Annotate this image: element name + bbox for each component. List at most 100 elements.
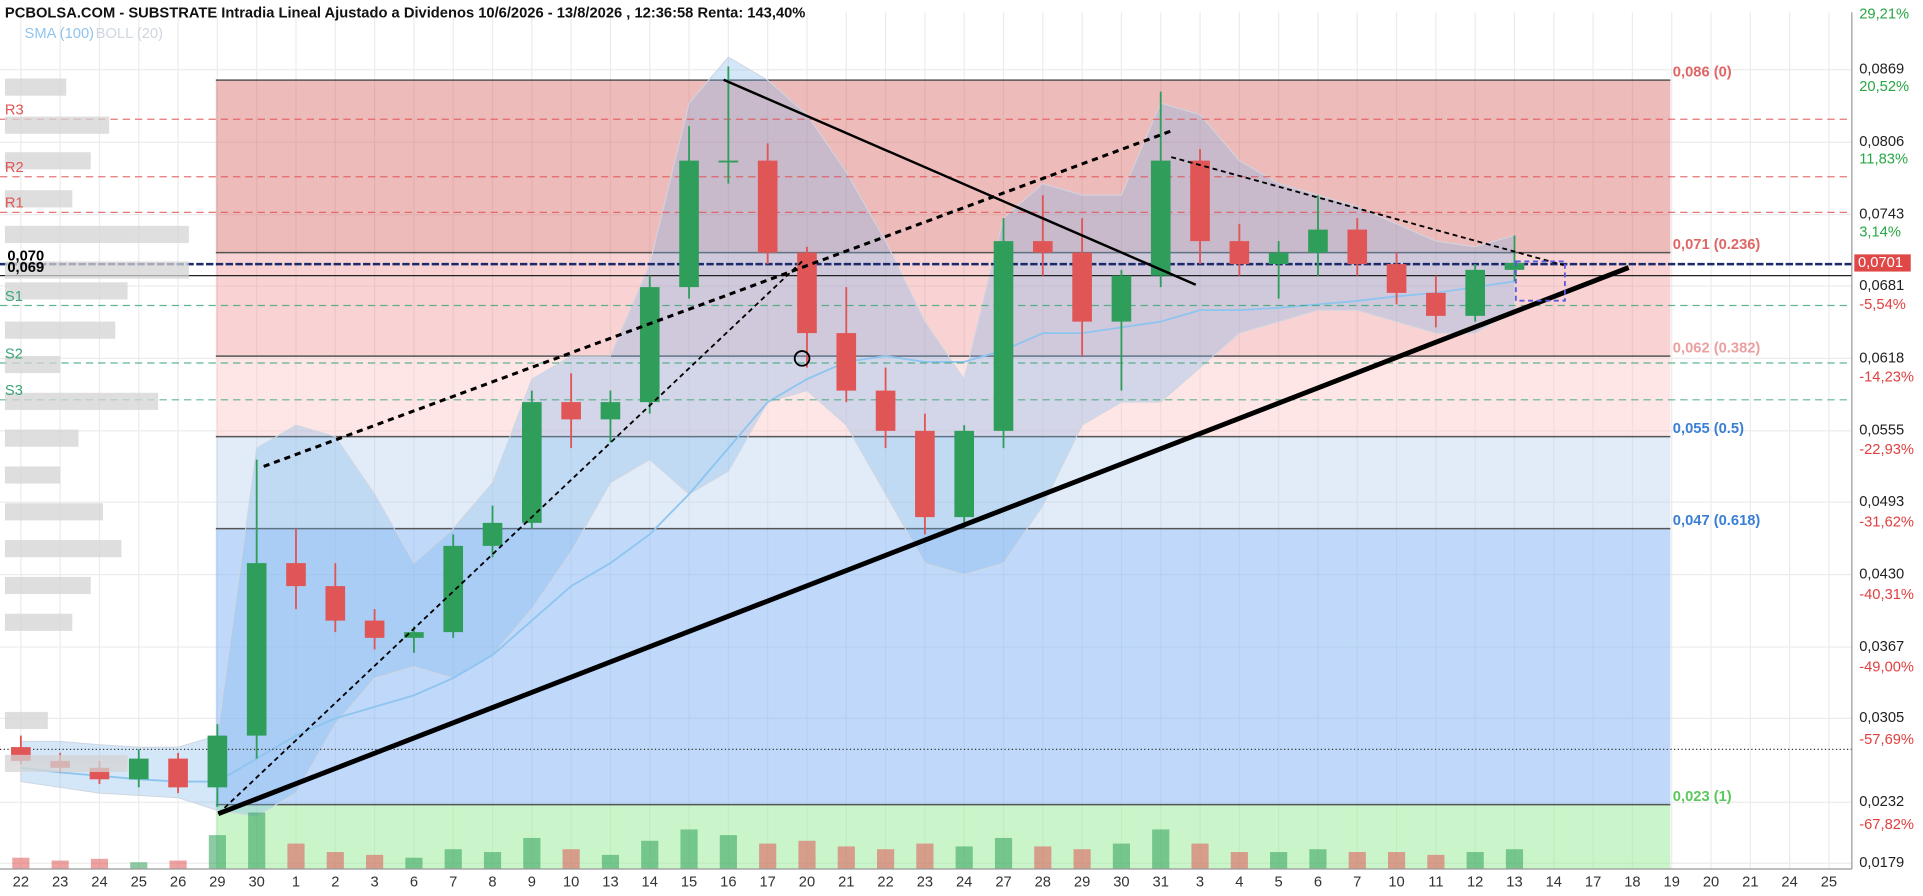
volume-bar	[1270, 852, 1288, 869]
y-tick-label: 0,0367	[1859, 639, 1904, 655]
resistance-trendline	[723, 78, 1197, 286]
x-tick-label: 17	[759, 874, 775, 890]
candle-body	[561, 402, 581, 420]
x-tick-label: 24	[956, 874, 972, 890]
volume-bar	[601, 854, 620, 869]
y2-tick-label: -5,54%	[1859, 297, 1906, 313]
price-line-label: 0,070	[7, 249, 44, 265]
volume-bar	[1112, 843, 1131, 869]
x-tick-label: 11	[1428, 874, 1443, 890]
volume-bar	[326, 852, 344, 869]
pivot-label: R3	[5, 103, 24, 119]
candle-body	[1190, 160, 1210, 242]
y-tick-label: 0,0681	[1859, 278, 1904, 294]
target-box	[1514, 260, 1566, 302]
volume-bar	[680, 829, 698, 869]
last-price-tag	[1854, 254, 1911, 272]
candle-body	[246, 563, 267, 736]
volume-bar	[366, 854, 384, 869]
y-tick-label: 0,0493	[1859, 494, 1904, 510]
candle-body	[1268, 252, 1289, 265]
volume-bar	[1387, 852, 1406, 869]
volume-bar	[1034, 846, 1052, 869]
price-line-label: 0,069	[7, 260, 44, 276]
last-price-label: 0,0701	[1858, 255, 1903, 271]
x-tick-label: 5	[1275, 874, 1283, 890]
volume-bar	[837, 846, 855, 869]
volume-bar	[1466, 852, 1484, 869]
x-tick-label: 18	[1624, 874, 1640, 890]
y-tick-label: 0,0618	[1859, 350, 1904, 366]
volume-bar	[955, 846, 973, 869]
x-tick-label: 14	[642, 874, 658, 890]
volume-bar	[287, 843, 305, 869]
candle-body	[797, 252, 817, 334]
legend-entry: SMA (100)	[25, 26, 95, 42]
x-tick-label: 17	[1585, 874, 1601, 890]
fib-label: 0,086 (0)	[1673, 65, 1732, 81]
fib-zone	[215, 80, 1671, 253]
pivot-label: S2	[5, 346, 23, 362]
volume-bar	[1505, 849, 1524, 869]
x-tick-label: 6	[410, 874, 418, 890]
x-tick-label: 7	[449, 874, 457, 890]
y-tick-label: 0,0179	[1859, 855, 1904, 871]
candle-body	[1150, 160, 1171, 276]
candle-body	[915, 430, 935, 518]
x-tick-label: 27	[995, 874, 1011, 890]
x-tick-label: 25	[1821, 874, 1837, 890]
x-tick-label: 3	[1196, 874, 1204, 890]
candle-body	[679, 160, 699, 288]
legend-entry: BOLL (20)	[96, 26, 163, 42]
x-tick-label: 21	[838, 874, 854, 890]
x-tick-label: 20	[1703, 874, 1719, 890]
candle-body	[1308, 229, 1328, 253]
x-tick-label: 13	[602, 874, 618, 890]
candle-body	[1465, 269, 1485, 316]
volume-bar	[719, 835, 737, 869]
candle-body	[286, 563, 306, 587]
x-tick-label: 29	[1074, 874, 1090, 890]
x-tick-label: 8	[488, 874, 496, 890]
candle-body	[600, 402, 621, 420]
volume-bar	[916, 843, 934, 869]
candle-body	[993, 241, 1014, 431]
x-tick-label: 20	[799, 874, 815, 890]
candle-body	[1229, 241, 1250, 265]
volume-bar	[248, 812, 266, 869]
channel-line	[217, 259, 804, 815]
volume-bar	[208, 835, 226, 869]
y-tick-label: 0,0869	[1859, 62, 1904, 78]
volume-bar	[562, 849, 580, 869]
x-tick-label: 25	[131, 874, 147, 890]
candle-body	[128, 758, 149, 780]
y-tick-label: 0,0430	[1859, 566, 1904, 582]
x-tick-label: 23	[917, 874, 933, 890]
x-tick-label: 24	[91, 874, 107, 890]
x-tick-label: 22	[877, 874, 893, 890]
y-tick-label: 0,0806	[1859, 134, 1904, 150]
y-tick-label: 0,0555	[1859, 423, 1904, 439]
volume-bar	[130, 862, 148, 869]
x-tick-label: 31	[1153, 874, 1169, 890]
candle-body	[364, 620, 385, 638]
candle-body	[718, 160, 739, 163]
volume-bar	[523, 837, 541, 869]
x-tick-label: 14	[1546, 874, 1562, 890]
candle-body	[1347, 229, 1368, 265]
sma-line	[20, 280, 1515, 783]
channel-line	[263, 128, 1175, 468]
volume-bar	[51, 860, 69, 869]
volume-bar	[1427, 854, 1445, 869]
fib-label: 0,055 (0.5)	[1673, 421, 1744, 437]
support-trendline	[217, 265, 1630, 817]
candle-body	[443, 545, 464, 633]
y2-tick-label: -14,23%	[1859, 369, 1914, 385]
x-tick-label: 13	[1506, 874, 1522, 890]
candle-body	[1072, 252, 1092, 322]
y2-tick-label: 29,21%	[1859, 7, 1909, 23]
x-tick-label: 21	[1742, 874, 1758, 890]
y-tick-label: 0,0305	[1859, 710, 1904, 726]
candle-body	[168, 758, 188, 788]
